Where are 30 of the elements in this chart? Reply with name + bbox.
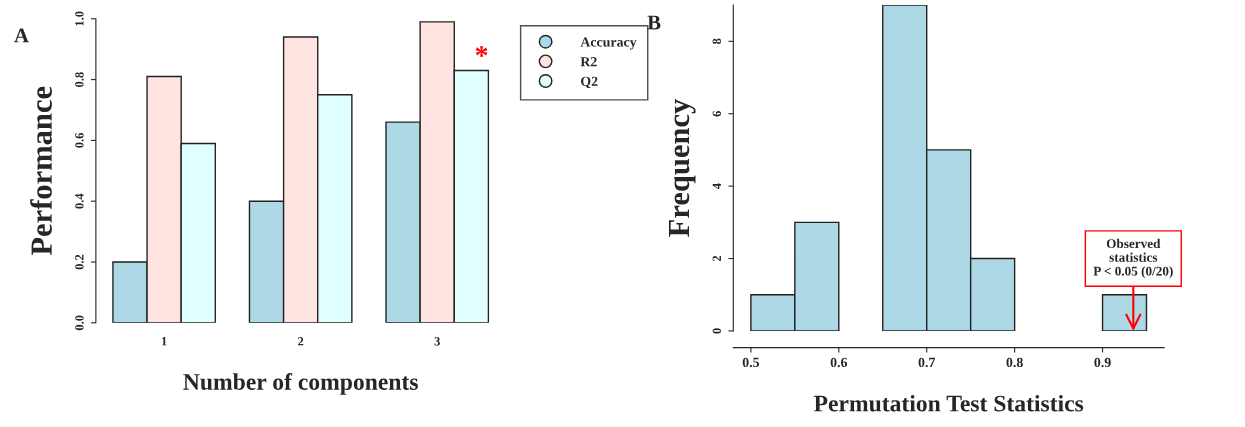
legend-label: Accuracy	[580, 37, 637, 50]
x-tick-label: 1	[162, 337, 167, 346]
y-tick-label: 6	[712, 110, 722, 117]
y-tick-label: 4	[712, 183, 721, 190]
y-tick-label: 1.0	[75, 11, 84, 26]
x-tick-label: 0.7	[918, 357, 936, 368]
annotation: *	[475, 46, 488, 57]
y-tick-label: 2	[712, 255, 721, 262]
x-axis-title: Permutation Test Statistics	[813, 394, 1084, 412]
x-tick-label: 0.9	[1094, 357, 1111, 368]
y-tick-label: 0.6	[75, 132, 84, 148]
y-axis-title: Frequency	[668, 99, 696, 237]
y-tick-label: 0	[712, 328, 722, 334]
legend-label: R2	[580, 57, 597, 67]
x-axis-title: Number of components	[183, 373, 418, 395]
y-tick-label: 0.8	[75, 72, 84, 87]
x-tick-label: 3	[434, 337, 440, 346]
legend-label: Q2	[581, 76, 598, 89]
y-tick-label: 0.2	[75, 254, 84, 270]
x-tick-label: 0.5	[742, 357, 760, 368]
annotation: Observed statistics P < 0.05 (0/20)	[1093, 238, 1173, 279]
y-axis-title: Performance	[30, 86, 52, 256]
y-tick-label: 0.4	[75, 193, 84, 209]
chart-title: B	[647, 15, 661, 30]
y-tick-label: 8	[712, 38, 722, 45]
x-tick-label: 2	[298, 337, 304, 346]
x-tick-label: 0.6	[830, 357, 848, 368]
x-tick-label: 0.8	[1006, 357, 1023, 368]
y-tick-label: 0.0	[75, 315, 84, 331]
chart-title: A	[14, 28, 29, 43]
